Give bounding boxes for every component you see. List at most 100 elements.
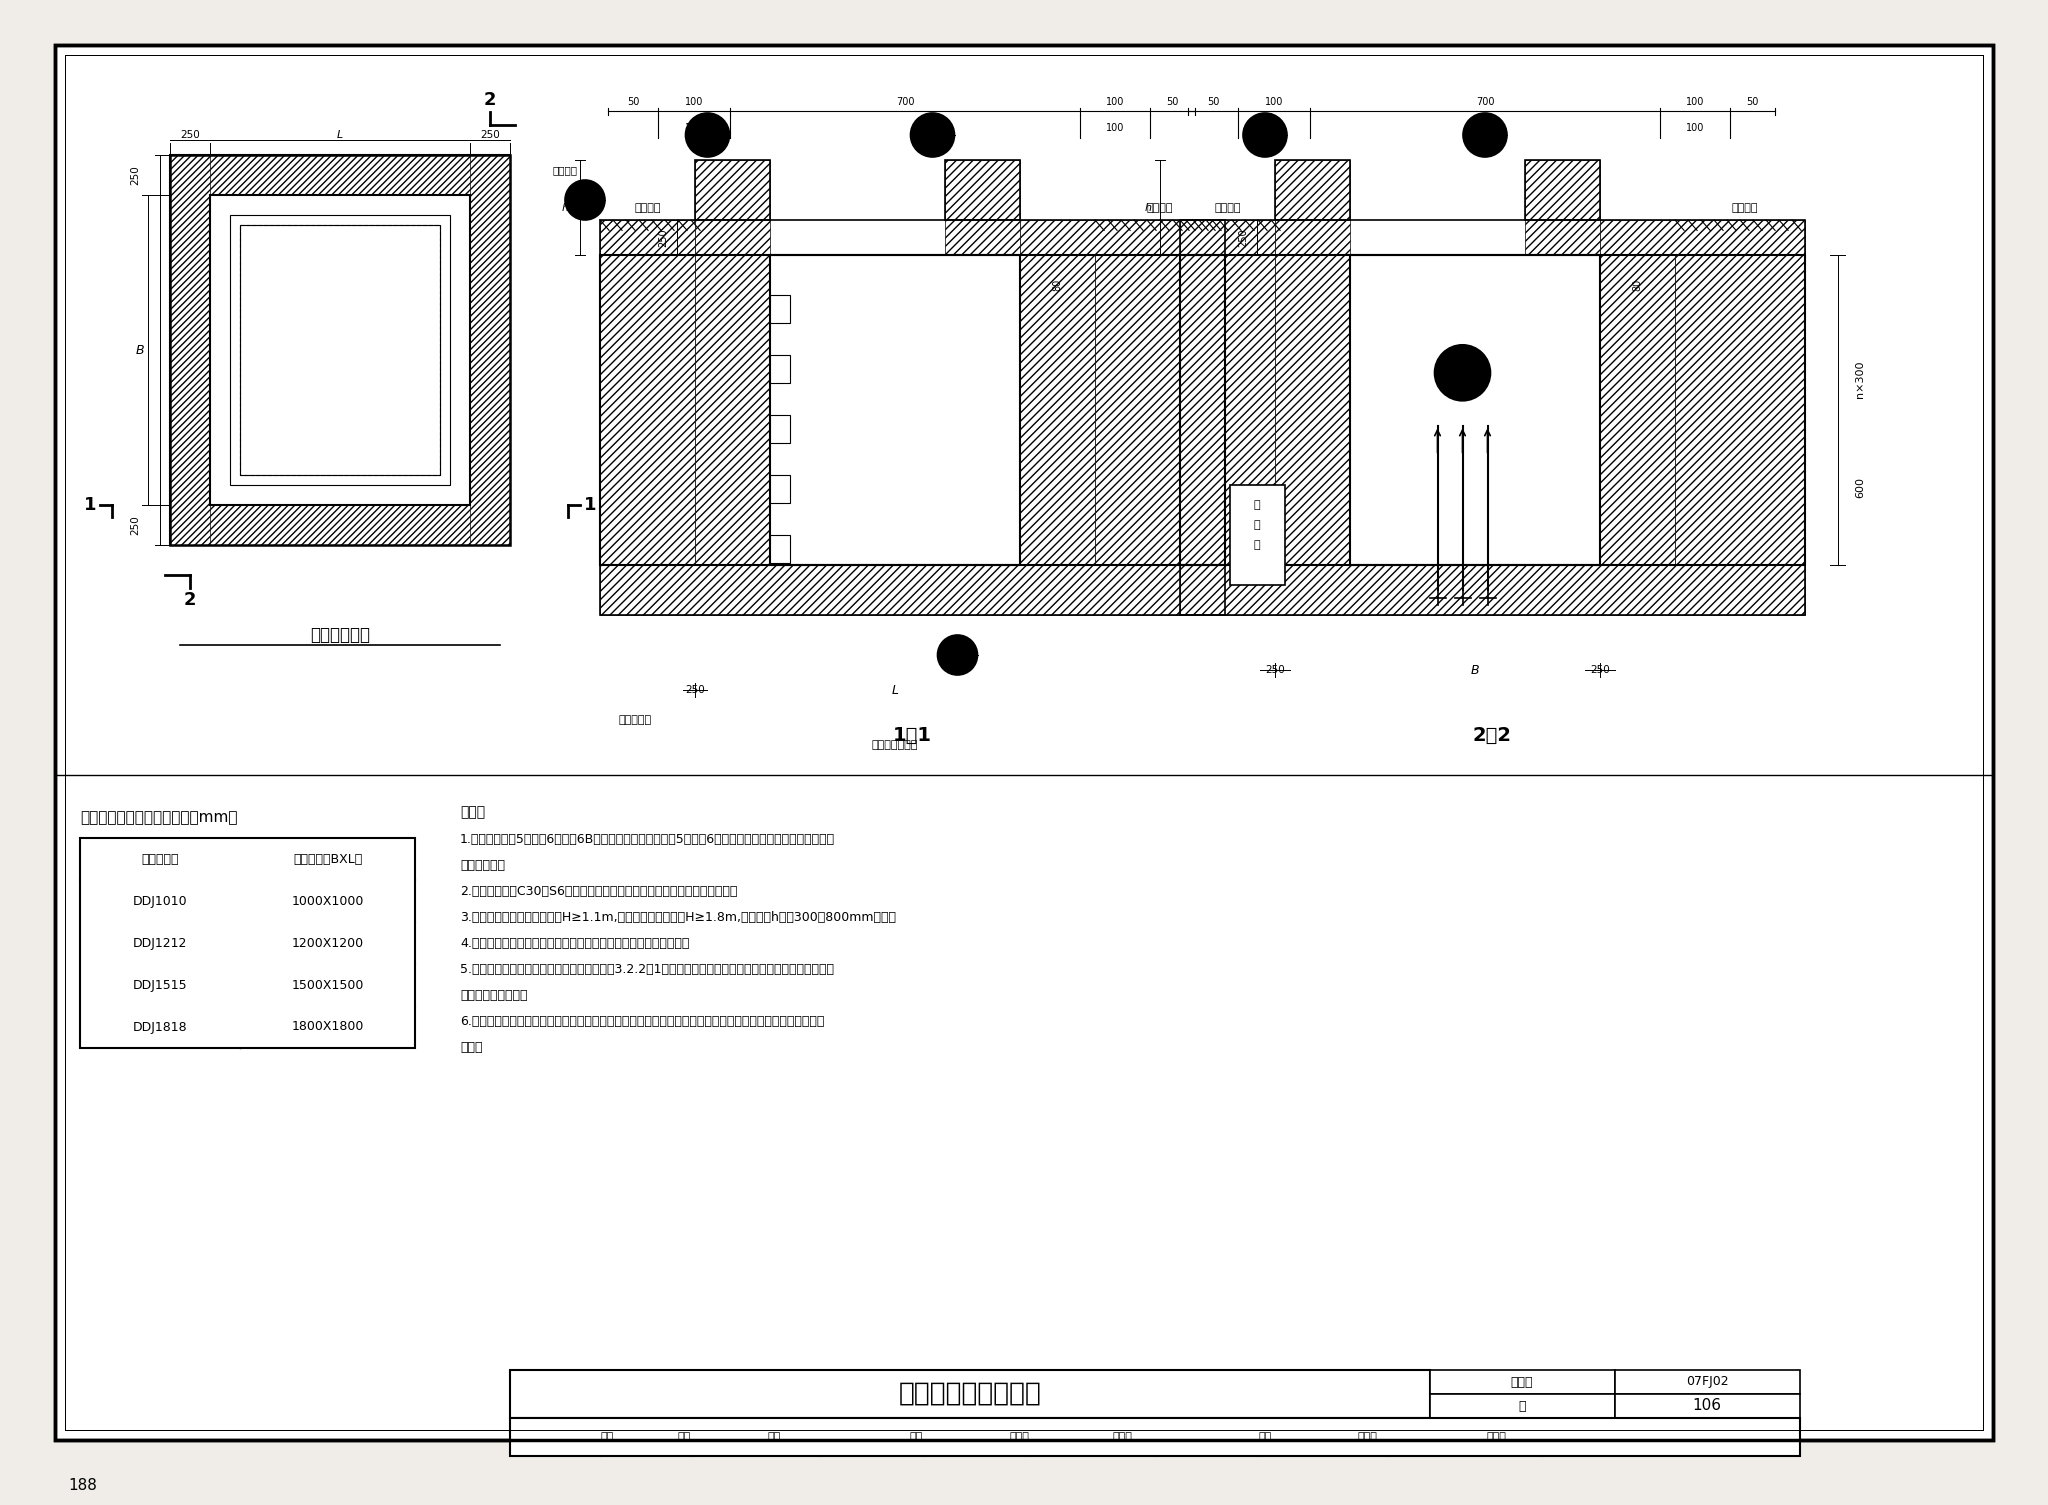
Circle shape [938,635,977,676]
Text: 250: 250 [129,166,139,185]
Text: 1.本图适用于核5级、核6级、核6B级的甲类防空地下室和常5级、常6级的乙类防空地下室的强电和弱电防: 1.本图适用于核5级、核6级、核6B级的甲类防空地下室和常5级、常6级的乙类防空… [461,832,836,846]
Text: 84: 84 [1454,379,1470,391]
Text: L: L [891,683,899,697]
Text: 电缆井编号: 电缆井编号 [141,852,178,865]
Circle shape [1243,113,1286,157]
Text: 3: 3 [705,120,711,129]
Text: 爬梯详图: 爬梯详图 [553,166,578,175]
Bar [770,254,1020,564]
Text: A: A [1458,354,1466,367]
Bar [770,534,791,563]
Bar [1675,254,1804,564]
Bar [1616,1370,1800,1394]
Text: 李沼明: 李沼明 [1112,1431,1133,1442]
Text: 赵贵华: 赵贵华 [1358,1431,1378,1442]
Text: 设计。: 设计。 [461,1041,483,1053]
Text: 50: 50 [1747,96,1759,107]
Text: 室外地面: 室外地面 [635,203,662,214]
Text: 250: 250 [657,229,668,247]
Bar [1020,220,1225,254]
Text: DDJ1010: DDJ1010 [133,894,186,908]
Text: 2.井体和盖板为C30、S6防水钢筋混凝土；井壁的防水做法由具体工程设计。: 2.井体和盖板为C30、S6防水钢筋混凝土；井壁的防水做法由具体工程设计。 [461,885,737,898]
Text: 107: 107 [924,140,942,150]
Text: 板厚度或战时覆土。: 板厚度或战时覆土。 [461,989,528,1002]
Text: 50: 50 [1206,96,1219,107]
Text: 84: 84 [578,205,592,214]
Text: 100: 100 [684,123,702,132]
Bar [1430,1394,1616,1418]
Text: L: L [336,129,344,140]
Bar [170,155,510,545]
Bar [600,220,1225,254]
Text: 80: 80 [1632,278,1642,290]
Text: 4: 4 [954,641,961,652]
Bar [211,196,469,506]
Text: DDJ1212: DDJ1212 [133,936,186,950]
Text: 250: 250 [1266,665,1284,676]
Bar [170,155,510,545]
Bar [600,254,1225,564]
Text: 3: 3 [1262,120,1268,129]
Text: 室外地面: 室外地面 [1214,203,1241,214]
Text: 250: 250 [1589,665,1610,676]
Text: 1: 1 [584,497,596,515]
Bar [944,160,1020,254]
Bar [469,155,510,545]
Text: 1000X1000: 1000X1000 [291,894,365,908]
Text: h: h [561,203,569,212]
Bar [600,564,1225,616]
Text: 2: 2 [184,591,197,610]
Bar [170,155,211,545]
Text: 1-2: 1-2 [924,120,940,129]
Bar [600,220,694,254]
Text: A: A [582,187,590,196]
Text: 同顶板做法: 同顶板做法 [618,715,651,725]
Bar [240,226,440,476]
Bar [1526,160,1599,220]
Text: 107: 107 [1475,140,1495,150]
Text: 2: 2 [483,90,496,108]
Bar [1350,254,1599,564]
Bar [770,295,791,324]
Bar [1180,254,1804,564]
Text: 107: 107 [1255,140,1274,150]
Bar [1599,254,1675,564]
Circle shape [565,181,604,220]
Text: B: B [1470,664,1479,677]
Text: 4.井口靠一侧居中设置，电缆安装就位以后可用沥青砂浆密闭封口。: 4.井口靠一侧居中设置，电缆安装就位以后可用沥青砂浆密闭封口。 [461,938,690,950]
Text: n×300: n×300 [1855,360,1866,397]
Bar [1180,220,1276,254]
Text: 1500X1500: 1500X1500 [291,978,365,992]
Text: 说明：: 说明： [461,805,485,819]
Text: 砚磾: 砚磾 [768,1431,780,1442]
Text: 电: 电 [1253,521,1260,530]
Text: 箱: 箱 [1253,540,1260,549]
Text: 颜群: 颜群 [678,1431,690,1442]
Bar [1180,254,1276,564]
Text: 配: 配 [1253,500,1260,510]
Bar [770,415,791,442]
Text: 100: 100 [1106,96,1124,107]
Text: 250: 250 [180,129,201,140]
Text: 100: 100 [684,96,702,107]
Bar [510,1370,1430,1418]
Text: 700: 700 [1477,96,1495,107]
Text: 校对: 校对 [909,1431,924,1442]
Text: h: h [1145,203,1151,212]
Bar [1616,1394,1800,1418]
Text: 审核: 审核 [600,1431,612,1442]
Text: DDJ1818: DDJ1818 [133,1020,186,1034]
Text: 2－2: 2－2 [1473,725,1511,745]
Bar [694,160,770,220]
Bar [1231,485,1284,585]
Bar [229,215,451,485]
Bar [1599,220,1804,254]
Text: 250: 250 [479,129,500,140]
Circle shape [686,113,729,157]
Bar [240,226,440,476]
Bar [944,160,1020,220]
Text: 188: 188 [68,1478,96,1493]
Text: 电缆井平面图: 电缆井平面图 [309,626,371,644]
Bar [1430,1370,1616,1394]
Text: 图集号: 图集号 [1511,1376,1534,1389]
